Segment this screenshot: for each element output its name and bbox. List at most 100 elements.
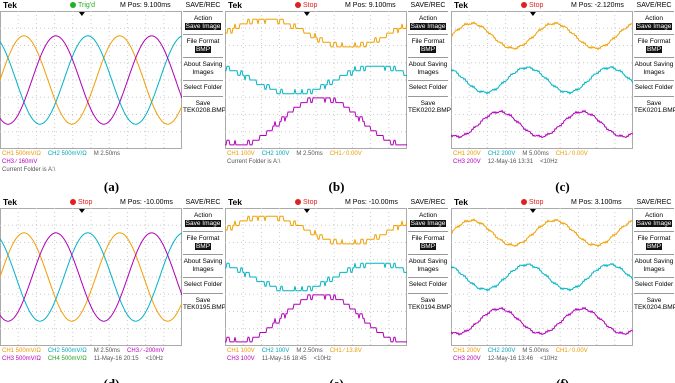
menu-item: Action <box>645 15 663 22</box>
menu-item: Action <box>419 212 437 219</box>
footer-item: CH1 ∕ 0.00V <box>330 150 362 158</box>
menu-section: File FormatBMP <box>634 231 674 254</box>
menu-item: About Saving Images <box>184 61 223 76</box>
status-dot <box>295 199 301 205</box>
menu-line: About Saving Images <box>634 61 674 76</box>
menu-item: BMP <box>195 243 211 251</box>
header: TekStopM Pos: -10.00ms <box>225 197 407 208</box>
mode: SAVE/REC <box>408 0 448 11</box>
footer-item: <10Hz <box>146 355 164 363</box>
footer-item: CH2 100V <box>262 150 290 158</box>
menu-line: File Format <box>183 235 223 243</box>
footer-item: M 5.00ms <box>522 347 548 355</box>
menu-item: Select Folder <box>184 84 222 91</box>
footer-item: CH3 ∕ -200mV <box>127 347 164 355</box>
menu-item: Action <box>419 15 437 22</box>
brand: Tek <box>454 0 468 11</box>
header: TekStopM Pos: 9.100ms <box>225 0 407 11</box>
menu-item: Save <box>421 100 436 107</box>
menu-section: About Saving Images <box>408 57 448 80</box>
header: TekStopM Pos: 3.100ms <box>451 197 633 208</box>
menu-line: Select Folder <box>634 281 674 289</box>
footer-item: M 5.00ms <box>522 150 548 158</box>
mode: SAVE/REC <box>183 0 223 11</box>
menu-item: Save <box>647 100 662 107</box>
menu-item: Action <box>194 15 212 22</box>
footer-item: 11-May-16 20:15 <box>94 355 139 363</box>
side-menu: SAVE/RECActionSave ImageFile FormatBMPAb… <box>634 197 674 347</box>
header: TekStopM Pos: -10.00ms <box>0 197 182 208</box>
menu-item: Save Image <box>185 23 222 31</box>
menu-item: Select Folder <box>409 84 447 91</box>
brand: Tek <box>3 0 17 11</box>
menu-item: Select Folder <box>184 281 222 288</box>
caption: (a) <box>0 179 223 195</box>
status: Stop <box>295 0 317 11</box>
menu-line: BMP <box>183 46 223 54</box>
menu-item: Save Image <box>410 23 447 31</box>
footer-item: CH3 200V <box>453 355 481 363</box>
status: Stop <box>521 0 543 11</box>
menu-item: TEK0194.BMP <box>408 304 451 311</box>
menu-item: BMP <box>646 46 662 54</box>
menu-line: Action <box>408 15 448 23</box>
menu-line: Save <box>634 297 674 305</box>
status: Stop <box>521 197 543 208</box>
status-dot <box>521 2 527 8</box>
status-dot <box>70 2 76 8</box>
menu-line: Save Image <box>634 23 674 31</box>
menu-item: Action <box>645 212 663 219</box>
menu-section: About Saving Images <box>183 57 223 80</box>
menu-line: BMP <box>408 243 448 251</box>
menu-item: Save <box>196 297 211 304</box>
brand: Tek <box>228 197 242 208</box>
menu-line: BMP <box>634 243 674 251</box>
side-menu: SAVE/RECActionSave ImageFile FormatBMPAb… <box>183 197 223 347</box>
menu-line: Save <box>183 297 223 305</box>
menu-line: Save Image <box>408 220 448 228</box>
menu-item: About Saving Images <box>409 61 448 76</box>
m-pos: M Pos: 9.100ms <box>120 0 171 11</box>
footer-item: <10Hz <box>540 158 558 166</box>
menu-item: BMP <box>420 46 436 54</box>
menu-section: File FormatBMP <box>408 34 448 57</box>
footer-item: 12-May-16 13:31 <box>488 158 533 166</box>
caption: (e) <box>225 376 448 383</box>
menu-line: Save <box>634 100 674 108</box>
status-dot <box>521 199 527 205</box>
m-pos: M Pos: -10.00ms <box>120 197 173 208</box>
menu-section: SaveTEK0201.BMP <box>634 96 674 119</box>
menu-line: Select Folder <box>408 281 448 289</box>
side-menu: SAVE/RECActionSave ImageFile FormatBMPAb… <box>408 197 448 347</box>
footer-line: Current Folder is A:\ <box>227 158 447 166</box>
menu-line: Save Image <box>183 220 223 228</box>
menu-section: File FormatBMP <box>408 231 448 254</box>
scope-screen <box>0 11 182 149</box>
figure: TekTrig'dM Pos: 9.100msSAVE/RECActionSav… <box>0 0 675 383</box>
footer-item: M 2.50ms <box>296 347 322 355</box>
brand: Tek <box>3 197 17 208</box>
scope-screen <box>451 11 633 149</box>
menu-item: BMP <box>420 243 436 251</box>
menu-item: TEK0201.BMP <box>634 107 675 114</box>
scope-panel: TekStopM Pos: 3.100msSAVE/RECActionSave … <box>451 197 674 383</box>
menu-item: Save Image <box>636 23 673 31</box>
menu-line: About Saving Images <box>408 61 448 76</box>
caption: (f) <box>451 376 674 383</box>
menu-line: Action <box>634 15 674 23</box>
side-menu: SAVE/RECActionSave ImageFile FormatBMPAb… <box>183 0 223 150</box>
mode: SAVE/REC <box>408 197 448 208</box>
footer-item: CH2 100V <box>262 347 290 355</box>
footer: CH1 200VCH2 200VM 5.00msCH1 ∕ 0.00VCH3 2… <box>453 150 673 166</box>
status: Stop <box>295 197 317 208</box>
menu-line: Save <box>408 100 448 108</box>
menu-item: File Format <box>638 38 671 45</box>
